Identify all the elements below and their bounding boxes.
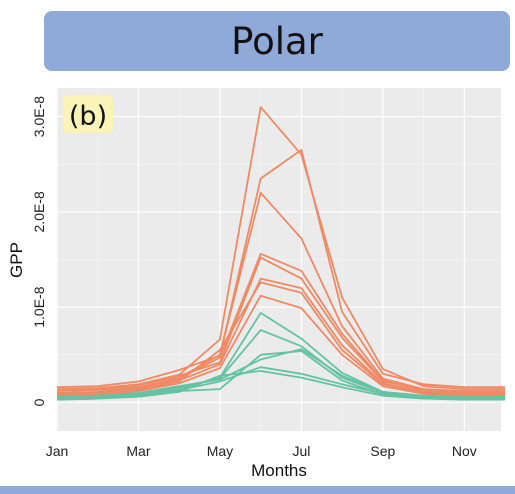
x-tick-label-0: Jan: [46, 443, 69, 459]
y-axis-title: GPP: [7, 242, 26, 278]
series-line-orange-1: [56, 106, 506, 391]
x-tick-labels: Jan Mar May Jul Sep Nov: [46, 443, 477, 459]
y-tick-label-2: 2.0E-8: [31, 191, 47, 232]
panel-label: (b): [69, 101, 107, 132]
y-tick-labels: 0 1.0E-8 2.0E-8 3.0E-8: [31, 96, 47, 407]
series-line-orange-2: [56, 148, 506, 389]
x-axis-title: Months: [251, 461, 307, 480]
series-line-orange-5: [56, 256, 506, 392]
x-tick-label-5: Nov: [452, 443, 477, 459]
x-tick-label-4: Sep: [370, 443, 395, 459]
y-tick-label-1: 1.0E-8: [31, 286, 47, 327]
y-tick-label-3: 3.0E-8: [31, 96, 47, 137]
chart-title: Polar: [231, 19, 323, 63]
title-banner: Polar: [44, 11, 510, 71]
series-line-green-6: [56, 370, 506, 401]
y-tick-label-0: 0: [31, 398, 47, 406]
series-line-orange-8: [56, 294, 506, 397]
series-line-green-2: [56, 329, 506, 399]
series-lines: [56, 106, 506, 401]
x-tick-label-1: Mar: [126, 443, 150, 459]
series-line-green-4: [56, 348, 506, 398]
x-tick-label-2: May: [207, 443, 233, 459]
series-line-green-5: [56, 366, 506, 400]
panel-label-background: [63, 95, 113, 133]
grid: [56, 88, 501, 431]
bottom-bar: [0, 486, 515, 494]
x-tick-label-3: Jul: [292, 443, 310, 459]
